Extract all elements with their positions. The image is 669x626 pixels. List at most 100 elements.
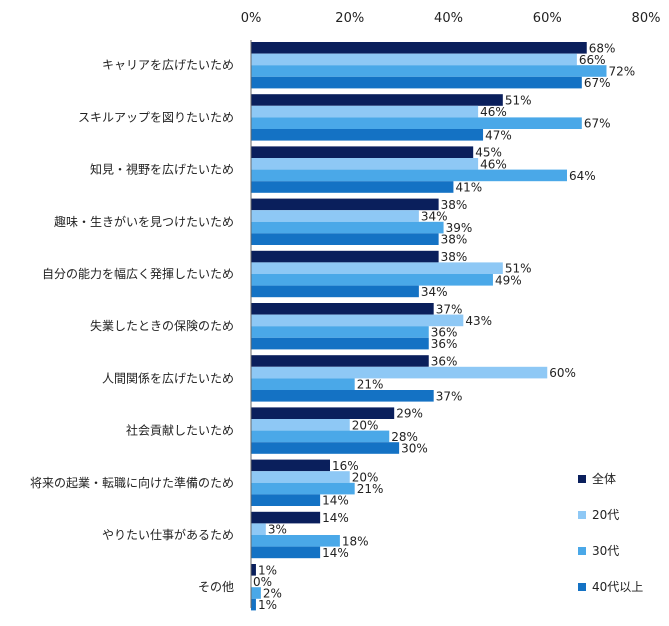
bar (251, 169, 567, 182)
bar (251, 494, 321, 506)
data-label: 18% (342, 534, 369, 548)
x-tick-label: 80% (632, 11, 661, 26)
data-label: 51% (505, 94, 532, 108)
data-label: 46% (480, 157, 507, 171)
data-label: 41% (455, 181, 482, 195)
bar (251, 94, 503, 106)
category-label: 人間関係を広げたいため (102, 371, 234, 385)
data-label: 29% (396, 407, 423, 421)
legend-label: 全体 (592, 471, 616, 486)
category-label: やりたい仕事があるため (102, 527, 234, 542)
data-label: 36% (431, 326, 458, 340)
x-axis-ticks: 0% 20% 40% 60% 80% (241, 11, 661, 26)
data-label: 1% (258, 598, 277, 612)
legend-swatch (578, 547, 586, 555)
data-label: 3% (268, 523, 287, 537)
data-label: 47% (485, 128, 512, 142)
data-label: 46% (480, 105, 507, 119)
bar (251, 511, 321, 524)
category-label: 知見・視野を広げたいため (90, 162, 234, 177)
bar (251, 181, 454, 193)
category-label: 社会貢献したいため (126, 423, 234, 438)
category-label: その他 (198, 580, 234, 594)
bar (251, 146, 474, 158)
data-label: 21% (357, 482, 384, 496)
legend-label: 20代 (592, 508, 619, 522)
bar (251, 129, 484, 141)
data-label: 36% (431, 355, 458, 369)
category-label: 趣味・生きがいを見つけたいため (54, 214, 234, 229)
category-label: 失業したときの保険のため (90, 318, 234, 333)
bar (251, 598, 256, 611)
bar (251, 337, 429, 350)
data-label: 38% (441, 250, 468, 264)
data-label: 38% (441, 233, 468, 247)
data-label: 14% (322, 546, 349, 560)
bar (251, 221, 444, 234)
bar (251, 198, 439, 211)
legend-swatch (578, 583, 586, 591)
bar (251, 482, 355, 495)
bar (251, 53, 577, 66)
bar (251, 76, 582, 89)
bar (251, 564, 256, 576)
data-label: 64% (569, 169, 596, 183)
data-label: 45% (475, 146, 502, 160)
legend: 全体 20代 30代 40代以上 (578, 471, 643, 594)
data-label: 14% (322, 494, 349, 508)
category-labels: キャリアを広げたいためスキルアップを図りたいため知見・視野を広げたいため趣味・生… (30, 58, 234, 594)
bar (251, 326, 429, 338)
bar (251, 262, 503, 274)
data-label: 34% (421, 210, 448, 224)
data-label: 37% (436, 302, 463, 316)
data-label: 20% (352, 471, 379, 485)
bar (251, 419, 350, 431)
bars (251, 42, 607, 611)
legend-label: 30代 (592, 544, 619, 558)
bar (251, 117, 582, 129)
bar (251, 390, 434, 402)
legend-label: 40代以上 (592, 580, 643, 594)
category-label: 自分の能力を幅広く発揮したいため (42, 266, 234, 281)
bar (251, 459, 330, 472)
bar (251, 523, 266, 535)
bar (251, 546, 321, 559)
bar (251, 407, 395, 419)
bar (251, 158, 479, 170)
data-label: 14% (322, 511, 349, 525)
value-labels: 68%66%72%67%51%46%67%47%45%46%64%41%38%3… (253, 41, 635, 612)
category-label: キャリアを広げたいため (102, 58, 234, 72)
bar (251, 65, 607, 77)
bar (251, 355, 429, 367)
data-label: 66% (579, 53, 606, 67)
data-label: 36% (431, 337, 458, 351)
legend-swatch (578, 475, 586, 483)
x-tick-label: 40% (434, 11, 463, 26)
bar (251, 366, 548, 379)
data-label: 38% (441, 198, 468, 212)
data-label: 20% (352, 418, 379, 432)
bar (251, 471, 350, 483)
bar (251, 442, 400, 454)
bar (251, 535, 340, 547)
data-label: 2% (263, 587, 282, 601)
bar (251, 210, 419, 222)
bar (251, 233, 439, 245)
bar (251, 587, 261, 599)
data-label: 1% (258, 563, 277, 577)
category-label: スキルアップを図りたいため (78, 110, 234, 124)
data-label: 30% (401, 442, 428, 456)
data-label: 67% (584, 117, 611, 131)
data-label: 28% (391, 430, 418, 444)
x-tick-label: 0% (241, 11, 262, 26)
data-label: 21% (357, 378, 384, 392)
bar (251, 314, 464, 327)
data-label: 51% (505, 262, 532, 276)
data-label: 0% (253, 575, 272, 589)
data-label: 60% (549, 366, 576, 380)
bar (251, 42, 587, 54)
bar (251, 274, 493, 286)
data-label: 68% (589, 41, 616, 55)
bar (251, 250, 439, 263)
